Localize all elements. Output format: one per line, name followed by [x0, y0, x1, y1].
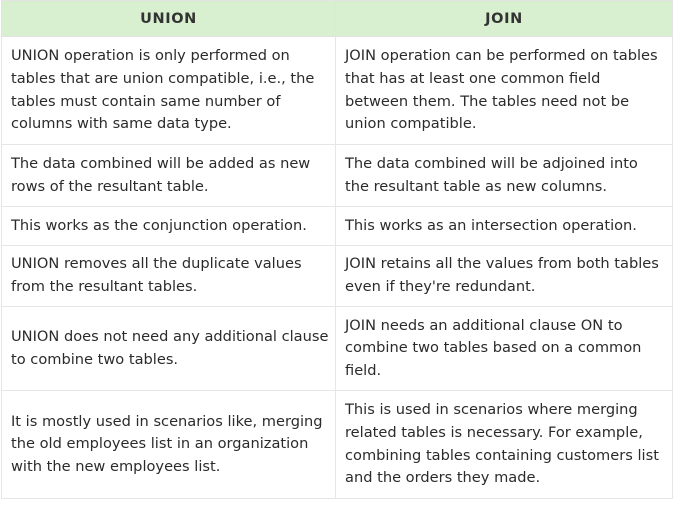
header-join: JOIN — [335, 0, 673, 37]
cell-join: This works as an intersection operation. — [335, 206, 673, 246]
cell-join: JOIN retains all the values from both ta… — [335, 245, 673, 307]
cell-join: JOIN needs an additional clause ON to co… — [335, 306, 673, 391]
cell-join: The data combined will be adjoined into … — [335, 144, 673, 207]
cell-union: This works as the conjunction operation. — [1, 206, 336, 246]
header-union: UNION — [1, 0, 336, 37]
table-header: UNION JOIN — [1, 0, 673, 37]
cell-union: UNION removes all the duplicate values f… — [1, 245, 336, 307]
comparison-table: UNION JOIN UNION operation is only perfo… — [1, 0, 673, 499]
cell-union: UNION does not need any additional claus… — [1, 306, 336, 391]
table-row: UNION removes all the duplicate values f… — [1, 245, 673, 307]
table-row: UNION operation is only performed on tab… — [1, 36, 673, 145]
table-row: UNION does not need any additional claus… — [1, 306, 673, 391]
cell-union: It is mostly used in scenarios like, mer… — [1, 390, 336, 499]
cell-union: UNION operation is only performed on tab… — [1, 36, 336, 145]
header-row: UNION JOIN — [1, 0, 673, 37]
table-row: This works as the conjunction operation.… — [1, 206, 673, 246]
cell-join: This is used in scenarios where merging … — [335, 390, 673, 499]
table-row: The data combined will be added as new r… — [1, 144, 673, 207]
cell-union: The data combined will be added as new r… — [1, 144, 336, 207]
cell-join: JOIN operation can be performed on table… — [335, 36, 673, 145]
table-body: UNION operation is only performed on tab… — [1, 36, 673, 499]
table-row: It is mostly used in scenarios like, mer… — [1, 390, 673, 499]
